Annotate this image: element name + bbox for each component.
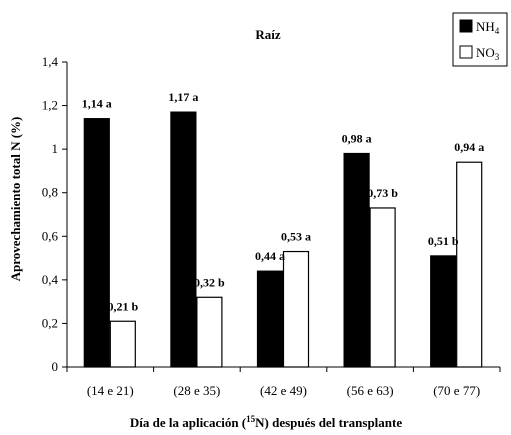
- data-label-no3: 0,32 b: [194, 275, 225, 289]
- bar-no3: [456, 161, 483, 368]
- data-label-no3: 0,73 b: [367, 186, 398, 200]
- data-label-nh4: 0,44 a: [255, 249, 285, 263]
- data-label-nh4: 0,51 b: [428, 234, 459, 248]
- data-label-no3: 0,94 a: [454, 140, 484, 154]
- x-category-label: (42 e 49): [260, 383, 307, 398]
- data-labels: 1,14 a 1,17 a 0,44 a 0,98 a 0,51 b 0,21 b 0,32…: [82, 90, 484, 313]
- y-tick-label: 1: [52, 141, 59, 156]
- data-label-no3: 0,21 b: [107, 299, 138, 313]
- y-tick-label: 0: [52, 359, 59, 374]
- legend-swatch-no3: [459, 45, 473, 59]
- bar-nh4: [170, 111, 197, 368]
- bar-nh4: [343, 152, 370, 368]
- y-tick-label: 0,8: [42, 185, 58, 200]
- legend-label-no3: NO3: [476, 45, 500, 62]
- y-tick-label: 1,4: [42, 54, 59, 69]
- x-category-label: (14 e 21): [87, 383, 134, 398]
- bar-nh4: [430, 255, 457, 368]
- bar-no3: [109, 320, 136, 368]
- bar-no3: [196, 296, 223, 368]
- bar-nh4: [83, 118, 110, 368]
- y-tick-label: 0,4: [42, 272, 59, 287]
- bar-nh4: [256, 270, 284, 368]
- legend-label-nh4: NH4: [476, 19, 500, 36]
- bars: [83, 111, 483, 368]
- bar-no3: [369, 207, 396, 368]
- data-label-nh4: 1,17 a: [168, 90, 198, 104]
- x-category-label: (70 e 77): [433, 383, 480, 398]
- data-label-nh4: 1,14 a: [82, 97, 112, 111]
- bar-no3: [282, 250, 310, 368]
- chart-title: Raíz: [255, 27, 281, 42]
- y-tick-label: 0,6: [42, 228, 59, 243]
- data-label-no3: 0,53 a: [281, 230, 311, 244]
- x-axis-title: Día de la aplicación (15N) después del t…: [130, 414, 402, 430]
- data-label-nh4: 0,98 a: [342, 132, 372, 146]
- legend: NH4 NO3: [452, 12, 508, 67]
- legend-swatch-nh4: [459, 19, 473, 33]
- x-category-label: (56 e 63): [347, 383, 394, 398]
- y-tick-label: 0,2: [42, 315, 58, 330]
- x-axis: (14 e 21) (28 e 35) (42 e 49) (56 e 63) (70 …: [66, 366, 501, 398]
- x-category-label: (28 e 35): [173, 383, 220, 398]
- y-axis: 0 0,2 0,4 0,6 0,8 1 1,2 1,4: [42, 54, 68, 374]
- y-axis-title: Aprovechamiento total N (%): [8, 117, 23, 282]
- y-tick-label: 1,2: [42, 98, 58, 113]
